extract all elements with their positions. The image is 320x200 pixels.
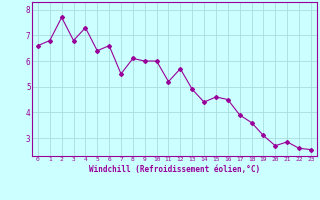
X-axis label: Windchill (Refroidissement éolien,°C): Windchill (Refroidissement éolien,°C) — [89, 165, 260, 174]
